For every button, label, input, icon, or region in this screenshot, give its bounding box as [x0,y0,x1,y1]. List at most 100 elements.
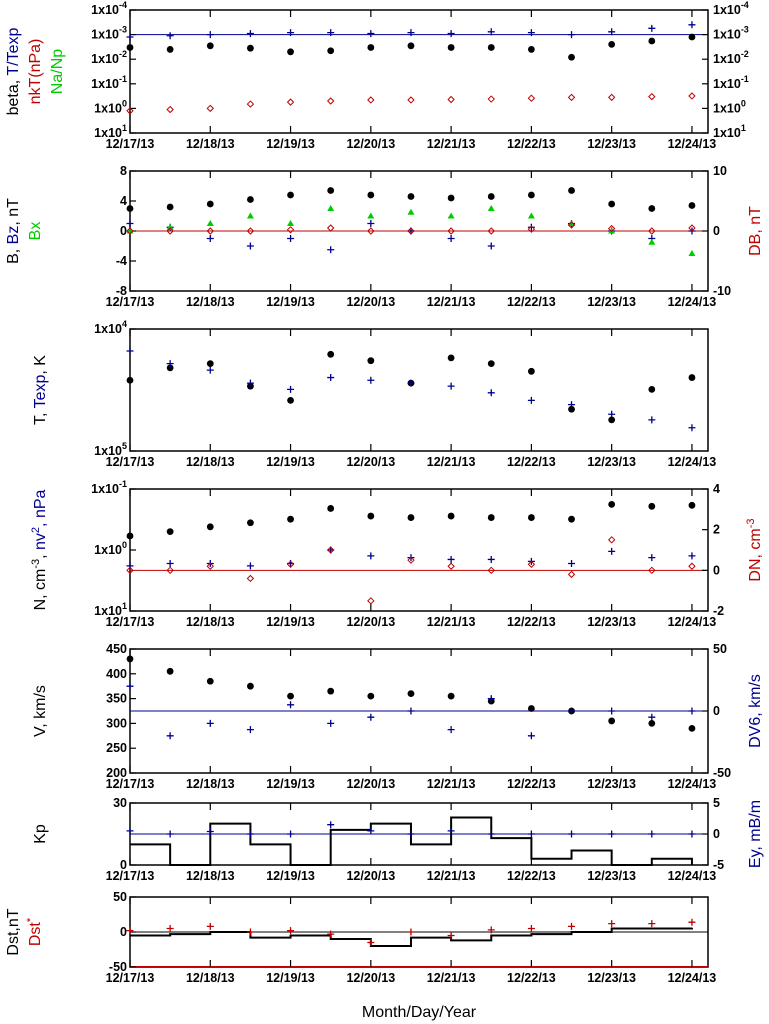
x-tick-label: 12/17/13 [106,869,155,883]
y-tick-label: -4 [116,254,127,268]
y2-tick-label: 0 [713,827,720,841]
panel-T: 12/17/13 12/18/13 12/19/13 12/20/13 12/21/13… [106,328,717,469]
series-nkT(nPa) [126,92,696,115]
data-point [126,532,134,540]
panel-N: 12/17/13 12/18/13 12/19/13 12/20/13 12/21/13… [106,488,716,629]
data-point [126,827,134,835]
data-point [326,97,335,105]
data-point [688,92,696,100]
data-point [327,350,335,358]
data-point [447,726,455,734]
data-point [367,44,375,51]
data-point [126,655,134,663]
y-tick-label: 1x10-3 [91,25,127,42]
y2-axis-label: DV6, km/s [747,674,764,748]
data-point [327,29,335,37]
x-tick-label: 12/22/13 [507,777,556,791]
data-point [648,238,656,245]
x-tick-label: 12/23/13 [587,295,636,309]
y-tick-label: 30 [113,796,127,810]
data-point [487,514,495,521]
data-point [126,220,134,227]
data-point [246,830,254,838]
data-point [367,376,375,384]
data-point [688,707,696,715]
data-point [367,212,375,219]
data-point [287,927,295,935]
data-point [447,212,455,219]
x-tick-label: 12/20/13 [346,615,395,629]
data-point [407,208,415,215]
data-point [327,687,335,695]
data-point [287,29,295,37]
data-point [166,566,174,575]
data-point [287,515,294,523]
data-point [527,514,535,521]
data-point [166,32,174,40]
data-point [166,203,174,211]
data-point [246,242,254,250]
data-point [407,227,415,235]
data-point [126,44,134,51]
y-axis-label: Dst,nT [5,908,22,955]
data-point [527,560,536,568]
data-point [126,562,134,570]
data-point [527,396,535,404]
data-point [648,713,656,721]
data-point [487,555,495,563]
data-point [607,224,616,233]
data-point [688,830,696,838]
data-point [648,720,656,727]
x-tick-label: 12/21/13 [427,295,476,309]
data-point [648,566,656,575]
y-tick-label: 1x10-4 [91,0,127,17]
x-tick-label: 12/24/13 [668,295,717,309]
data-point [206,523,214,531]
data-point [608,200,616,208]
data-point [648,830,656,838]
data-point [527,191,535,199]
data-point [688,918,696,926]
data-point [247,519,254,527]
x-tick-label: 12/24/13 [668,455,717,469]
x-tick-label: 12/23/13 [587,869,636,883]
x-tick-label: 12/24/13 [668,777,717,791]
data-point [688,202,696,209]
y-axis-label-2: Bx [27,222,44,241]
data-point [206,227,214,235]
y2-tick-label: -10 [713,284,731,298]
data-point [166,364,174,372]
series-Texp [126,347,696,432]
x-tick-label: 12/18/13 [186,777,235,791]
data-point [326,546,335,554]
data-point [286,98,295,106]
panel-frame [129,488,709,612]
data-point [487,389,495,397]
y2-tick-label: 1x10-2 [713,49,749,66]
y2-tick-label: 4 [713,482,720,496]
data-point [126,107,134,115]
y-tick-label: 1x10-1 [91,74,127,91]
data-point [367,227,375,235]
x-tick-label: 12/23/13 [587,455,636,469]
data-point [608,547,616,555]
data-point [648,554,656,562]
data-point [286,226,295,234]
data-point [206,828,214,836]
panel-V: 12/17/13 12/18/13 12/19/13 12/20/13 12/21/13… [106,648,717,791]
data-point [327,246,335,254]
data-point [246,928,254,936]
data-point [407,928,415,936]
data-point [608,410,616,418]
x-tick-label: 12/24/13 [668,971,717,985]
series-Dst [130,927,693,947]
data-point [608,920,616,928]
data-point [688,552,696,560]
series-Ey [126,821,696,838]
data-point [367,357,375,365]
data-point [327,719,335,727]
series-T/Texp [126,21,696,41]
data-point [367,827,375,835]
data-point [407,42,415,50]
